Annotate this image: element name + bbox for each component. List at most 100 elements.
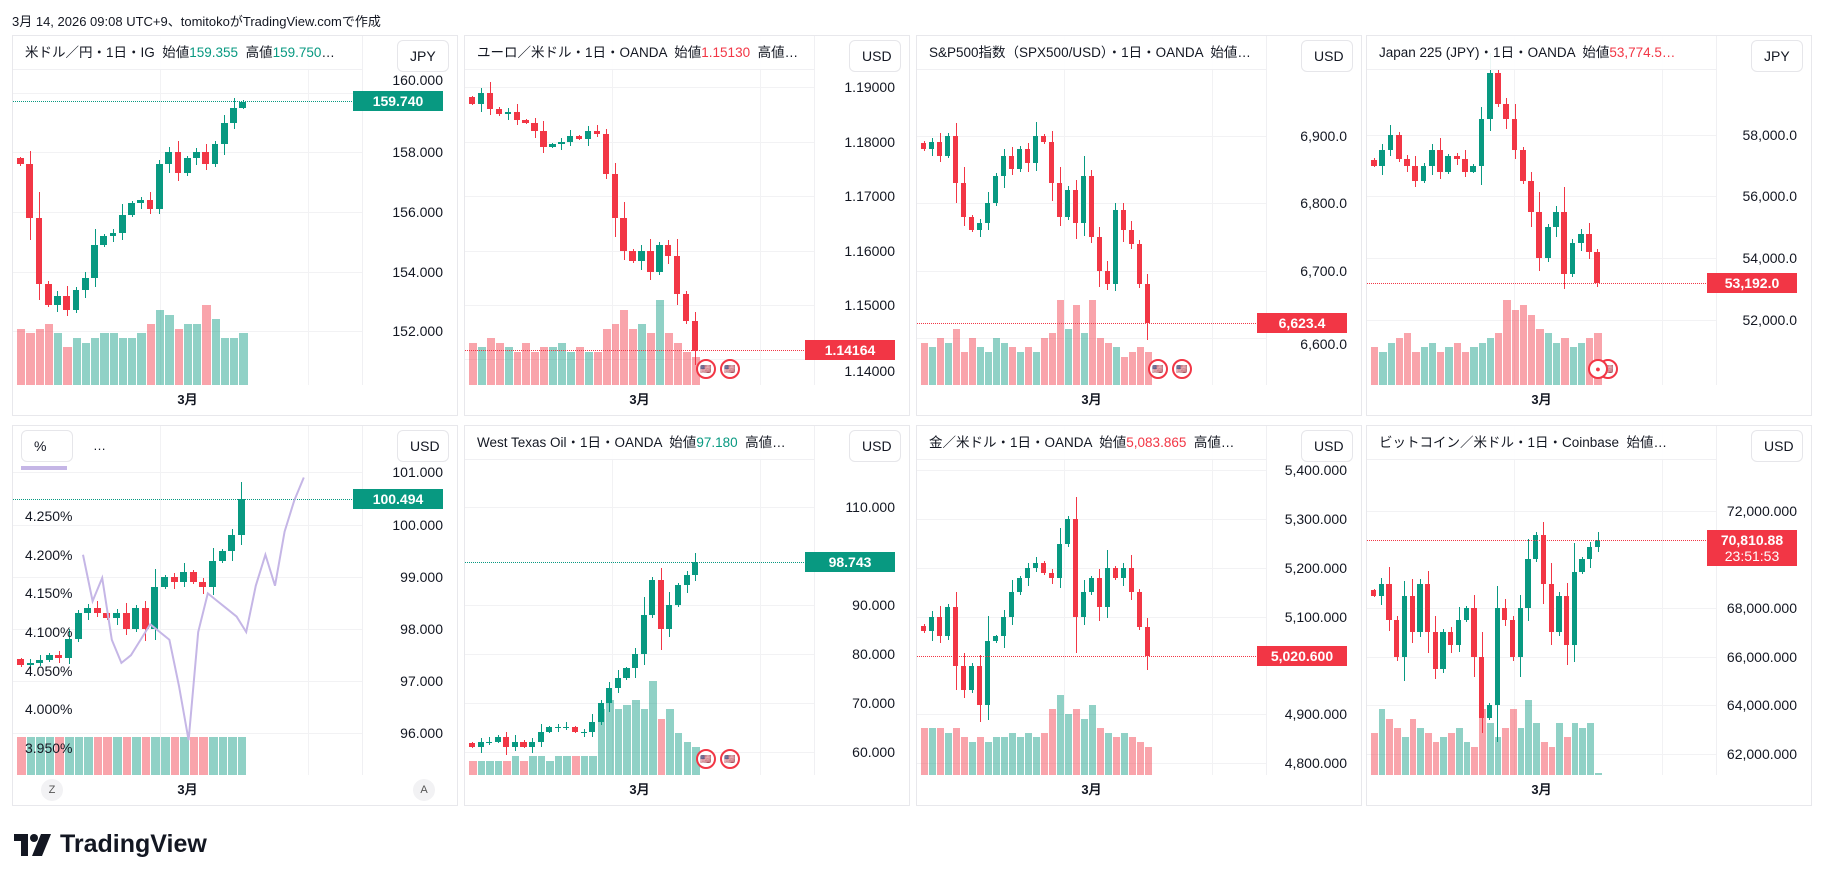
chart-panel[interactable]: 金／米ドル・1日・OANDA 始値5,083.865 高値… USD 4,800.0… [916,425,1362,806]
tradingview-logo[interactable]: TradingView [14,830,207,859]
candle-body [1024,149,1031,163]
plot-area[interactable]: 🇺🇸 🇺🇸 [917,36,1266,385]
grid-line [465,751,814,753]
candle-body [1587,547,1593,560]
event-marker-icon[interactable]: ● [1588,359,1608,379]
candle-body [1072,189,1079,224]
price-scale[interactable]: 60.000 70.000 80.000 90.000 110.000 98.743 [805,426,909,775]
legend-more[interactable]: … [93,438,106,453]
volume-bar [1564,737,1571,775]
volume-bar [26,737,36,775]
volume-bar [571,756,580,775]
volume-bar [486,760,494,775]
price-scale[interactable]: 1.14000 1.15000 1.16000 1.17000 1.18000 1.190… [805,36,909,385]
price-scale[interactable]: 52,000.0 54,000.0 56,000.0 58,000.0 53,192.0 [1707,36,1811,385]
candle-body [1096,577,1103,608]
plot-area[interactable] [1367,426,1716,775]
candle-body [220,122,228,144]
chart-panel[interactable]: 🇺🇸 🇺🇸 S&P500指数（SPX500/USD）・1日・OANDA 始値… USD… [916,35,1362,416]
grid-line [13,681,362,683]
chart-panel[interactable]: ビットコイン／米ドル・1日・Coinbase 始値… USD 62,000.000 6… [1366,425,1812,806]
volume-bar [1569,347,1577,385]
us-event-flag-icon[interactable]: 🇺🇸 [696,359,716,379]
price-scale-tick: 60.000 [852,743,895,760]
grid-line [465,653,814,655]
candle-body [682,294,690,322]
grid-line [465,196,814,198]
grid-line [1064,426,1066,775]
volume-bar [1386,718,1394,775]
candle-body [1128,230,1135,244]
price-scale-tick: 66,000.000 [1726,648,1797,665]
plot-area[interactable]: 🇺🇸 🇺🇸 [465,426,814,775]
volume-bar [1048,709,1056,775]
symbol-legend[interactable]: 金／米ドル・1日・OANDA 始値5,083.865 高値… [917,426,1266,460]
price-scale-tick: 97.000 [400,673,443,690]
candle-body [100,235,108,245]
symbol-legend[interactable]: Japan 225 (JPY)・1日・OANDA 始値53,774.5… [1367,36,1716,70]
auto-scale-button[interactable]: A [413,779,435,801]
volume-bar [1455,728,1463,775]
symbol-legend[interactable]: S&P500指数（SPX500/USD）・1日・OANDA 始値… [917,36,1266,70]
volume-bar [984,352,992,385]
chart-panel[interactable]: 🇺🇸 🇺🇸 ユーロ／米ドル・1日・OANDA 始値1.15130 高値… USD 1.1… [464,35,910,416]
volume-bar [1024,347,1032,385]
price-scale[interactable]: 96.000 97.000 98.000 99.000 100.000 101.000 10… [353,426,457,775]
candle-body [1395,134,1402,160]
candle-body [1016,577,1023,593]
chart-panel[interactable]: 米ドル／円・1日・IG 始値159.355 高値159.750… JPY 152.0… [12,35,458,416]
us-event-flag-icon[interactable]: 🇺🇸 [1172,359,1192,379]
chart-panel[interactable]: 🇺🇸 🇺🇸 West Texas Oil・1日・OANDA 始値97.180 高値…… [464,425,910,806]
price-scale[interactable]: 4,800.000 4,900.000 5,100.000 5,200.000 5,30… [1257,426,1361,775]
chart-panel[interactable]: 🇺🇸 ● Japan 225 (JPY)・1日・OANDA 始値53,774.5… J… [1366,35,1812,416]
price-scale[interactable]: 6,600.0 6,700.0 6,800.0 6,900.0 6,623.4 [1257,36,1361,385]
currency-button[interactable]: USD [1751,430,1803,462]
price-scale[interactable]: 62,000.000 64,000.000 66,000.000 68,000.000… [1707,426,1811,775]
currency-button[interactable]: USD [1301,40,1353,72]
volume-bar [531,352,540,385]
currency-button[interactable]: JPY [397,40,449,72]
currency-button[interactable]: USD [1301,430,1353,462]
currency-button[interactable]: USD [397,430,449,462]
currency-button[interactable]: USD [849,430,901,462]
unit-button[interactable]: % [21,430,73,462]
us-event-flag-icon[interactable]: 🇺🇸 [1148,359,1168,379]
symbol-legend[interactable]: ユーロ／米ドル・1日・OANDA 始値1.15130 高値… [465,36,814,70]
plot-area[interactable] [13,36,362,385]
grid-line [465,702,814,704]
grid-line [1367,134,1716,136]
candle-body [1453,156,1460,160]
candle-body [531,122,538,131]
volume-bar [1371,347,1379,385]
candle-body [1519,150,1526,181]
symbol-legend[interactable]: West Texas Oil・1日・OANDA 始値97.180 高値… [465,426,814,460]
grid-line [13,628,362,630]
plot-area[interactable] [917,426,1266,775]
us-event-flag-icon[interactable]: 🇺🇸 [720,359,740,379]
volume-bar [632,699,640,775]
chart-panel[interactable]: 3.950% 4.000% 4.050% 4.100% 4.150% 4.200% 4.25… [12,425,458,806]
zoom-z-button[interactable]: Z [41,779,63,801]
us-event-flag-icon[interactable]: 🇺🇸 [696,749,716,769]
last-price-badge: 70,810.88 23:51:53 [1707,529,1797,566]
price-scale-tick: 6,900.0 [1300,127,1347,144]
price-scale[interactable]: 152.000 154.000 156.000 158.000 160.000 159.7… [353,36,457,385]
candle-body [597,702,604,723]
candle-body [189,571,197,582]
volume-bar [513,352,522,385]
volume-bar [72,338,81,385]
symbol-legend[interactable]: 米ドル／円・1日・IG 始値159.355 高値159.750… [13,36,362,70]
currency-button[interactable]: USD [849,40,901,72]
volume-bar [35,328,44,385]
symbol-legend[interactable]: ビットコイン／米ドル・1日・Coinbase 始値… [1367,426,1716,460]
volume-bar [1104,342,1112,385]
currency-button[interactable]: JPY [1751,40,1803,72]
plot-area[interactable]: 🇺🇸 ● [1367,36,1716,385]
volume-bar [504,347,513,385]
volume-bar [54,333,63,385]
plot-area[interactable]: 3.950% 4.000% 4.050% 4.100% 4.150% 4.200% 4.25… [13,426,362,775]
last-price-badge: 6,623.4 [1257,312,1347,333]
plot-area[interactable]: 🇺🇸 🇺🇸 [465,36,814,385]
us-event-flag-icon[interactable]: 🇺🇸 [720,749,740,769]
candle-body [1401,595,1408,657]
